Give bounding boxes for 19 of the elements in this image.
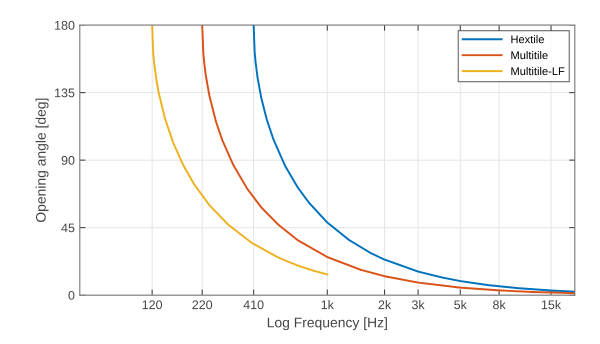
x-tick-label: 410 bbox=[244, 300, 264, 310]
x-tick-label: 3k bbox=[412, 300, 425, 310]
x-tick-label: 2k bbox=[378, 300, 392, 310]
x-axis-title: Log Frequency [Hz] bbox=[268, 317, 387, 330]
y-tick-label: 135 bbox=[55, 88, 74, 98]
x-tick-label: 1k bbox=[322, 300, 334, 310]
y-tick-label: 45 bbox=[61, 224, 74, 232]
x-tick-label: 15k bbox=[542, 300, 562, 310]
y-tick-label: 0 bbox=[68, 290, 74, 300]
x-tick-label: 220 bbox=[192, 300, 212, 310]
x-tick-label: 8k bbox=[493, 300, 506, 310]
x-tick-label: 120 bbox=[142, 300, 162, 310]
y-tick-label: 90 bbox=[62, 156, 74, 165]
x-tick-label: 5k bbox=[454, 300, 467, 310]
y-axis-title: Opening angle [deg] bbox=[36, 98, 49, 222]
legend-label: Multitile-LF bbox=[511, 66, 564, 76]
legend-label: Hextile bbox=[511, 35, 544, 44]
y-tick-label: 180 bbox=[55, 20, 74, 30]
legend-label: Multitile bbox=[511, 51, 548, 60]
